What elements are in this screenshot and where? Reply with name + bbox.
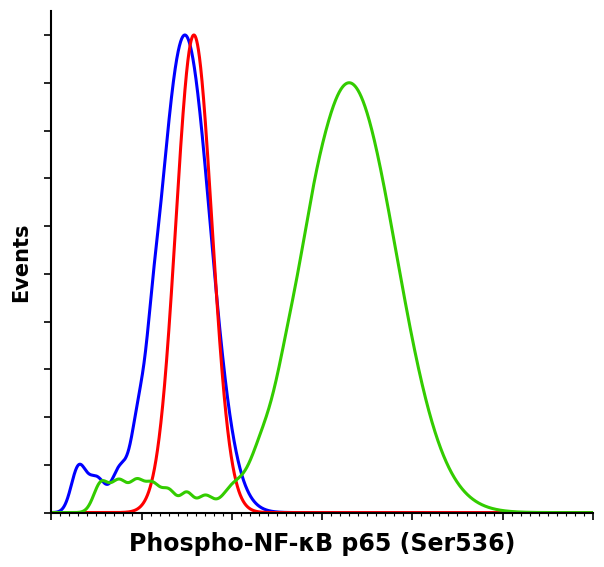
Y-axis label: Events: Events — [11, 222, 31, 302]
X-axis label: Phospho-NF-κB p65 (Ser536): Phospho-NF-κB p65 (Ser536) — [129, 532, 515, 556]
